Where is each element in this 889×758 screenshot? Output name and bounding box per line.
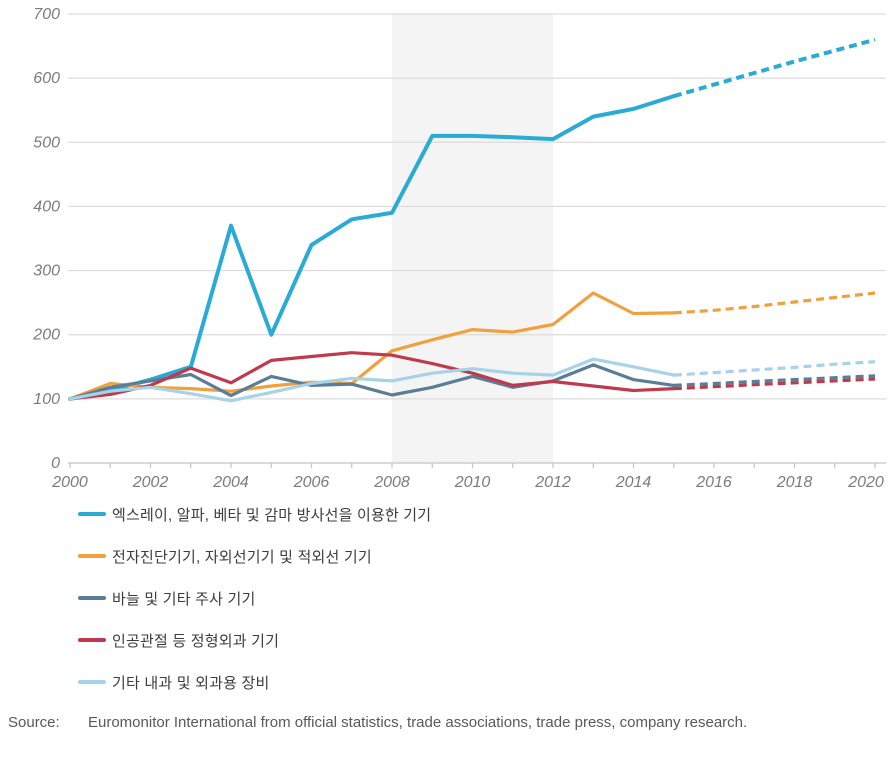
legend-item-electro-diagnostic: 전자진단기기, 자외선기기 및 적외선 기기 <box>78 546 889 566</box>
series-line-orthopedic-artificial-joint-devices <box>68 351 676 401</box>
legend-item-xray: 엑스레이, 알파, 베타 및 감마 방사선을 이용한 기기 <box>78 504 889 524</box>
x-tick-label-2012: 2012 <box>534 474 571 491</box>
y-tick-label-300: 300 <box>33 263 60 280</box>
legend-label-xray: 엑스레이, 알파, 베타 및 감마 방사선을 이용한 기기 <box>112 506 432 524</box>
x-tick-label-2002: 2002 <box>132 474 169 491</box>
series-forecast-other-medical-surgical-equipment <box>673 360 876 377</box>
x-tick-label-2018: 2018 <box>776 474 813 491</box>
source-text: Euromonitor International from official … <box>88 714 748 731</box>
x-tick-label-2020: 2020 <box>847 474 884 491</box>
x-tick-label-2004: 2004 <box>212 474 249 491</box>
legend-swatch-orthopedic <box>78 638 106 642</box>
legend-swatch-xray <box>78 512 106 516</box>
x-axis <box>68 462 886 468</box>
legend-label-needles: 바늘 및 기타 주사 기기 <box>112 590 256 608</box>
legend-label-other-equipment: 기타 내과 및 외과용 장비 <box>112 674 270 692</box>
x-tick-label-2000: 2000 <box>51 474 88 491</box>
gridlines <box>68 13 886 400</box>
series-line-xray-alpha-beta-gamma-devices <box>68 94 676 401</box>
x-tick-label-2016: 2016 <box>695 474 732 491</box>
series-forecast-orthopedic-artificial-joint-devices <box>673 377 876 391</box>
legend-item-needles: 바늘 및 기타 주사 기기 <box>78 588 889 608</box>
y-tick-label-0: 0 <box>51 455 60 472</box>
y-tick-label-200: 200 <box>32 327 60 344</box>
series-line-other-medical-surgical-equipment <box>68 357 676 403</box>
x-axis-labels: 2000 2002 2004 2006 2008 2010 2012 2014 2016 2018… <box>51 474 884 491</box>
x-tick-label-2008: 2008 <box>373 474 410 491</box>
x-tick-label-2010: 2010 <box>454 474 491 491</box>
series-forecast-needles-and-syringes-devices <box>673 374 876 387</box>
y-axis-labels: 0 100 200 300 400 500 600 700 <box>32 6 60 472</box>
y-tick-label-600: 600 <box>33 70 60 87</box>
legend-swatch-electro-diagnostic <box>78 554 106 558</box>
series-lines <box>68 37 876 403</box>
highlight-band <box>392 14 553 463</box>
source-label: Source: <box>8 714 60 731</box>
y-tick-label-700: 700 <box>33 6 60 23</box>
legend-item-other-equipment: 기타 내과 및 외과용 장비 <box>78 672 889 692</box>
y-tick-label-400: 400 <box>33 198 60 215</box>
legend-item-orthopedic: 인공관절 등 정형외과 기기 <box>78 630 889 650</box>
source-row: Source: Euromonitor International from o… <box>0 714 889 731</box>
legend-label-electro-diagnostic: 전자진단기기, 자외선기기 및 적외선 기기 <box>112 548 372 566</box>
series-line-electro-diagnostic-uv-ir-devices <box>68 291 676 401</box>
y-tick-label-100: 100 <box>33 391 60 408</box>
legend: 엑스레이, 알파, 베타 및 감마 방사선을 이용한 기기 전자진단기기, 자외… <box>0 504 889 692</box>
x-tick-label-2006: 2006 <box>293 474 330 491</box>
series-forecast-electro-diagnostic-uv-ir-devices <box>673 291 876 315</box>
legend-swatch-needles <box>78 596 106 600</box>
legend-swatch-other-equipment <box>78 680 106 684</box>
highlight-band-rect <box>392 14 553 463</box>
series-forecast-xray-alpha-beta-gamma-devices <box>673 37 876 99</box>
legend-label-orthopedic: 인공관절 등 정형외과 기기 <box>112 632 280 650</box>
x-tick-label-2014: 2014 <box>615 474 652 491</box>
y-tick-label-500: 500 <box>33 134 60 151</box>
